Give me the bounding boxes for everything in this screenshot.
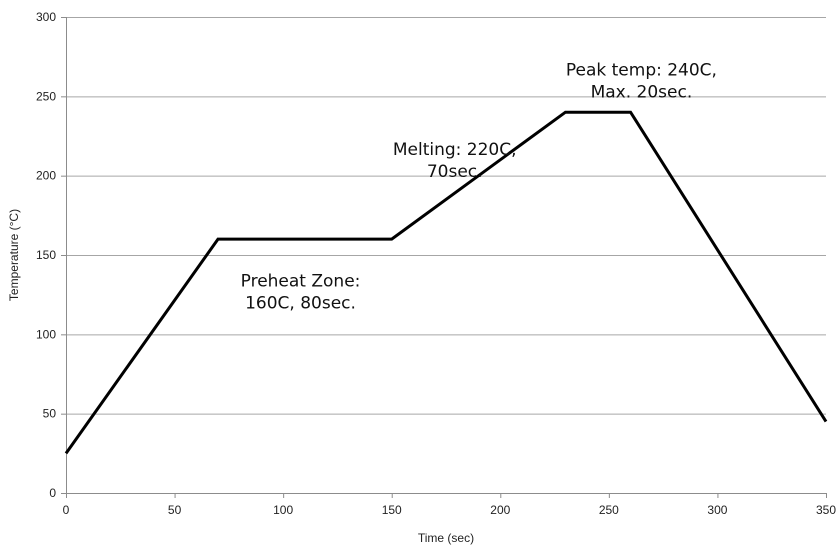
series-layer [64,110,828,455]
x-tick-label-250: 250 [599,503,619,517]
x-tick-label-50: 50 [168,503,182,517]
annotation-0-line-1: Max. 20sec. [591,83,693,103]
x-tick-label-350: 350 [816,503,836,517]
y-tick-label-150: 150 [36,248,56,262]
annotations: Peak temp: 240C, Max. 20sec. Melting: 220C… [241,61,717,314]
annotation-1-line-1: 70sec. [427,162,483,182]
y-tick-label-250: 250 [36,89,56,103]
y-tick-label-50: 50 [43,407,57,421]
annotation-2: Preheat Zone: 160C, 80sec. [241,272,361,314]
y-tick-label-100: 100 [36,327,56,341]
annotation-1: Melting: 220C, 70sec. [393,140,517,182]
x-tick-label-150: 150 [382,503,402,517]
annotation-0: Peak temp: 240C, Max. 20sec. [566,61,717,103]
x-tick-label-0: 0 [63,503,70,517]
series-line-0 [64,110,828,455]
y-tick-labels: 0 50 100 150 200 250 300 [36,10,56,500]
y-tick-label-300: 300 [36,10,56,24]
x-axis-label: Time (sec) [418,531,474,545]
annotation-0-line-0: Peak temp: 240C, [566,61,717,81]
x-tick-labels: 0 50 100 150 200 250 300 350 [63,503,837,517]
gridlines [66,17,826,415]
y-axis-label: Temperature (°C) [7,209,21,301]
y-tick-label-200: 200 [36,169,56,183]
x-tick-label-200: 200 [490,503,510,517]
x-tick-label-100: 100 [273,503,293,517]
y-tick-label-0: 0 [49,486,56,500]
annotation-2-line-1: 160C, 80sec. [245,294,356,314]
x-tick-label-300: 300 [707,503,727,517]
axes [61,17,827,498]
annotation-2-line-0: Preheat Zone: [241,272,361,292]
annotation-1-line-0: Melting: 220C, [393,140,517,160]
